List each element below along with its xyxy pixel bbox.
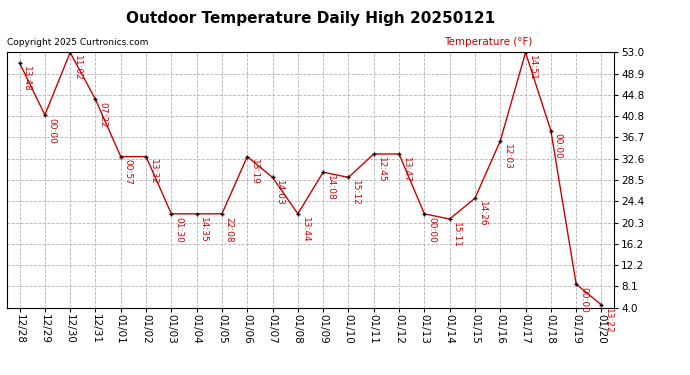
Text: Temperature (°F): Temperature (°F) (444, 38, 533, 47)
Text: 14:35: 14:35 (199, 217, 208, 242)
Text: 13:44: 13:44 (301, 217, 310, 242)
Text: 13:32: 13:32 (149, 159, 158, 185)
Text: 15:12: 15:12 (351, 180, 360, 206)
Text: 01:30: 01:30 (174, 217, 183, 243)
Text: 07:22: 07:22 (98, 102, 107, 128)
Text: 14:26: 14:26 (477, 201, 486, 226)
Text: 22:08: 22:08 (225, 217, 234, 242)
Text: 12:45: 12:45 (377, 157, 386, 182)
Text: 00:00: 00:00 (553, 134, 562, 159)
Text: 13:47: 13:47 (402, 157, 411, 183)
Text: Copyright 2025 Curtronics.com: Copyright 2025 Curtronics.com (7, 38, 148, 47)
Text: Outdoor Temperature Daily High 20250121: Outdoor Temperature Daily High 20250121 (126, 11, 495, 26)
Text: 14:03: 14:03 (275, 180, 284, 206)
Text: 00:00: 00:00 (427, 217, 436, 243)
Text: 15:11: 15:11 (453, 222, 462, 248)
Text: 00:00: 00:00 (48, 118, 57, 144)
Text: 14:51: 14:51 (529, 55, 538, 81)
Text: 14:08: 14:08 (326, 175, 335, 201)
Text: 11:02: 11:02 (73, 55, 82, 81)
Text: 00:57: 00:57 (124, 159, 132, 185)
Text: 13:48: 13:48 (22, 66, 31, 92)
Text: 12:03: 12:03 (503, 144, 512, 170)
Text: 13:22: 13:22 (604, 308, 613, 333)
Text: 00:00: 00:00 (579, 287, 588, 313)
Text: 13:19: 13:19 (250, 159, 259, 185)
